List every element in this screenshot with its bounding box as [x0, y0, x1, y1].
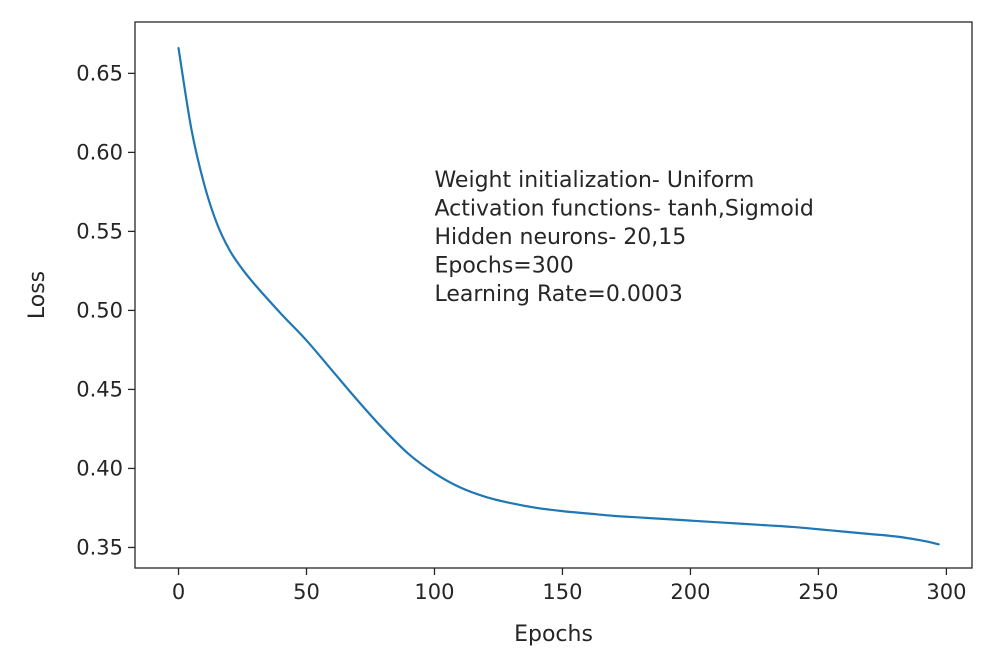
y-axis-ticks: 0.35 0.40 0.45 0.50 0.55 0.60 0.65 [76, 61, 135, 559]
x-tick-label: 250 [798, 580, 838, 604]
annotation-block: Weight initialization- Uniform Activation… [434, 168, 813, 307]
loss-line [177, 46, 940, 546]
x-tick-label: 100 [414, 580, 454, 604]
x-tick-label: 200 [670, 580, 710, 604]
plot-area [135, 22, 972, 568]
y-tick-label: 0.50 [76, 298, 123, 322]
x-axis-label: Epochs [514, 622, 593, 647]
annotation-line: Weight initialization- Uniform [434, 168, 754, 193]
x-tick-label: 50 [293, 580, 320, 604]
y-tick-label: 0.55 [76, 219, 123, 243]
y-tick-label: 0.35 [76, 535, 123, 559]
y-axis-label: Loss [25, 271, 50, 319]
x-axis-ticks: 0 50 100 150 200 250 300 [172, 568, 966, 604]
plot-frame [134, 21, 973, 569]
annotation-line: Epochs=300 [434, 254, 573, 279]
series-layer [177, 46, 940, 546]
y-tick-label: 0.60 [76, 140, 123, 164]
annotation-line: Hidden neurons- 20,15 [434, 225, 686, 250]
y-tick-label: 0.65 [76, 61, 123, 85]
annotation-line: Activation functions- tanh,Sigmoid [434, 197, 813, 222]
x-tick-label: 150 [542, 580, 582, 604]
x-tick-label: 300 [926, 580, 966, 604]
y-tick-label: 0.45 [76, 377, 123, 401]
y-tick-label: 0.40 [76, 456, 123, 480]
x-tick-label: 0 [172, 580, 185, 604]
annotation-line: Learning Rate=0.0003 [434, 282, 682, 307]
